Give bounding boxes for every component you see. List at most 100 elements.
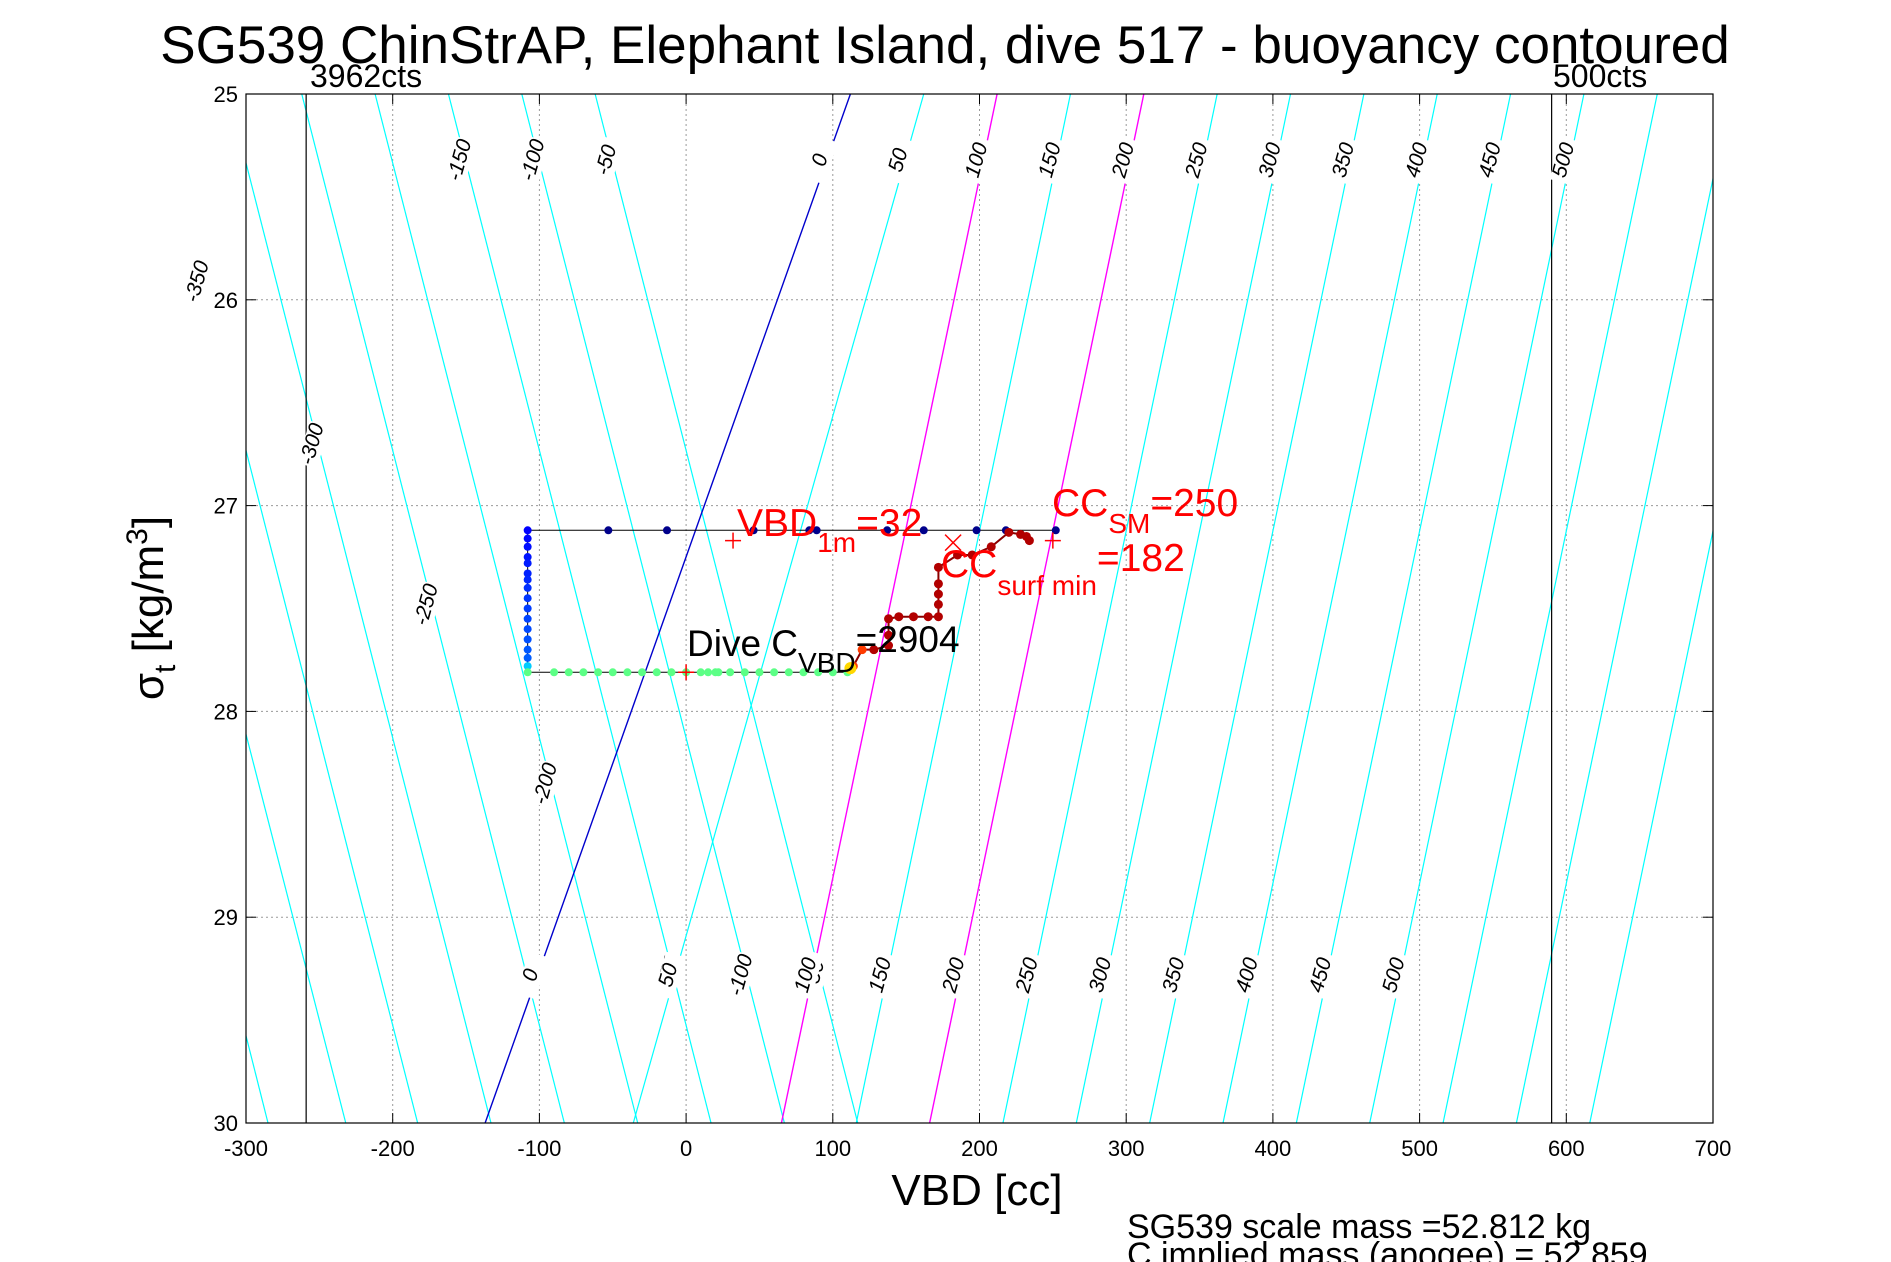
dive-data — [523, 526, 1061, 681]
contour-line — [447, 94, 712, 1123]
data-point — [799, 668, 808, 677]
highlight-point — [844, 662, 857, 675]
data-point — [523, 526, 532, 535]
data-point — [805, 526, 814, 535]
data-point — [579, 668, 588, 677]
y-tick-label: 28 — [214, 699, 238, 724]
contour-label-bg — [726, 951, 758, 1000]
contour-label-group: 0 — [805, 136, 838, 185]
y-label-close: ] — [124, 516, 173, 528]
data-point — [726, 668, 735, 677]
data-point — [523, 583, 532, 592]
contour-label-group: 0 — [516, 951, 548, 1000]
contour-line — [928, 94, 1145, 1123]
contour-line — [521, 94, 785, 1123]
contour-line — [374, 94, 639, 1123]
contour-line — [1075, 94, 1292, 1123]
data-point — [952, 550, 962, 560]
contour-label-bg — [1549, 136, 1581, 185]
data-point — [523, 625, 532, 634]
x-tick-label: 0 — [680, 1136, 692, 1161]
contour-label-bg — [1012, 951, 1045, 1000]
y-tick-label: 27 — [214, 494, 238, 519]
x-tick-label: 300 — [1108, 1136, 1145, 1161]
data-point — [755, 668, 764, 677]
contour-line — [1589, 528, 1713, 1123]
data-point — [623, 668, 632, 677]
data-point — [714, 668, 723, 677]
y-tick-label: 30 — [214, 1111, 238, 1136]
data-point — [784, 668, 793, 677]
data-point — [523, 542, 532, 551]
contour-line — [1295, 94, 1512, 1123]
contour-label-bg — [445, 136, 477, 185]
data-point — [814, 668, 823, 677]
data-point — [967, 550, 977, 560]
grid — [246, 94, 1713, 1123]
data-point — [770, 668, 779, 677]
data-point — [523, 569, 532, 578]
contour-line — [246, 447, 419, 1123]
data-point — [828, 668, 837, 677]
x-tick-label: 100 — [814, 1136, 851, 1161]
y-label-sub: t — [149, 664, 182, 673]
data-point — [933, 579, 943, 589]
data-point — [933, 562, 943, 572]
data-point — [638, 668, 647, 677]
contour-line — [594, 94, 859, 1123]
contour-label-bg — [1379, 951, 1411, 1000]
footer-scale-mass: SG539 scale mass =52.812 kg — [1127, 1208, 1591, 1246]
buoyancy-contours — [246, 94, 1713, 1123]
x-tick-label: 700 — [1695, 1136, 1732, 1161]
contour-label-bg — [884, 136, 916, 185]
data-point — [740, 668, 749, 677]
data-point — [884, 641, 894, 651]
data-point — [883, 526, 892, 535]
contour-label-bg — [1402, 136, 1434, 185]
contour-label-bg — [1109, 136, 1141, 185]
annotation-cc-sm: CCSM=250 — [1052, 482, 1238, 539]
data-point — [564, 668, 573, 677]
contour-label-bg — [1159, 951, 1191, 1000]
y-tick-label: 26 — [214, 288, 238, 313]
axis-ticks: -300 -200 -100 0 100 200 300 400 500 600 700252627… — [214, 82, 1732, 1161]
data-point — [523, 534, 532, 543]
data-point — [884, 614, 894, 624]
data-point — [523, 604, 532, 613]
x-tick-label: 200 — [961, 1136, 998, 1161]
y-tick-label: 25 — [214, 82, 238, 107]
data-point — [884, 630, 894, 640]
x-axis-label: VBD [cc] — [891, 1166, 1062, 1215]
data-point — [604, 526, 613, 535]
contour-label-bg — [1182, 136, 1214, 185]
y-label-sigma: σ — [124, 673, 173, 700]
contour-label-bg — [531, 760, 563, 809]
data-point — [933, 599, 943, 609]
contour-line — [246, 731, 347, 1123]
contour-label-bg — [592, 136, 624, 185]
contour-line — [632, 94, 925, 1123]
contour-line — [1222, 94, 1438, 1123]
contour-label-bg — [654, 951, 686, 1000]
contour-label-bg — [1233, 951, 1265, 1000]
contour-label-bg — [1086, 951, 1118, 1000]
data-point — [986, 542, 996, 552]
data-point — [523, 594, 532, 603]
contour-label-bg — [939, 951, 971, 1000]
contour-line — [1149, 94, 1365, 1123]
data-point — [972, 526, 981, 535]
annotation-dive-cvbd: Dive CVBD=2904 — [687, 619, 960, 678]
contour-label-group: -350 — [180, 258, 215, 306]
data-point — [523, 668, 532, 677]
x-tick-label: -100 — [517, 1136, 561, 1161]
data-point — [923, 612, 933, 622]
data-point — [1024, 536, 1034, 546]
contour-line — [1369, 94, 1585, 1123]
data-point — [523, 559, 532, 568]
contour-label-bg — [791, 951, 823, 1000]
data-point — [812, 526, 821, 535]
x-tick-label: 600 — [1548, 1136, 1585, 1161]
marker-x-b — [944, 534, 962, 552]
y-label-unit: [kg/m — [124, 545, 173, 665]
data-point — [608, 668, 617, 677]
